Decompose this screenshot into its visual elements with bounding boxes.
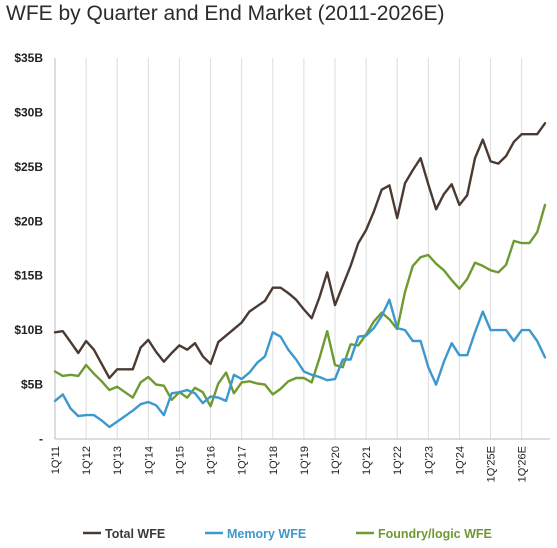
legend-label: Total WFE: [105, 527, 165, 541]
x-tick-label: 1Q'23: [423, 446, 435, 475]
legend: Total WFE Memory WFE Foundry/logic WFE: [83, 527, 492, 541]
x-tick-label: 1Q'14: [143, 446, 155, 475]
x-tick-labels: 1Q'11 1Q'12 1Q'13 1Q'14 1Q'15 1Q'16 1Q'17 1Q'18…: [50, 446, 529, 482]
series-line-foundry-logic-wfe: [53, 203, 547, 408]
y-tick-label: $30B: [14, 105, 43, 119]
chart-title: WFE by Quarter and End Market (2011-2026…: [6, 2, 445, 25]
x-tick-label: 1Q'13: [112, 446, 124, 475]
series-line-memory-wfe: [53, 298, 547, 429]
x-tick-label: 1Q'12: [81, 446, 93, 475]
x-tick-label: 1Q'17: [237, 446, 249, 475]
x-tick-label: 1Q'21: [361, 446, 373, 475]
x-tick-label: 1Q'24: [454, 446, 466, 475]
x-tick-label: 1Q'11: [50, 446, 62, 474]
y-tick-label: $35B: [14, 51, 43, 65]
y-tick-label: -: [39, 432, 43, 446]
x-tick-label: 1Q'16: [206, 446, 218, 475]
series-line-total-wfe: [53, 122, 547, 380]
y-tick-label: $5B: [21, 378, 43, 392]
x-tick-label: 1Q'25E: [486, 446, 498, 482]
y-tick-label: $10B: [14, 323, 43, 337]
x-tick-label: 1Q'26E: [517, 446, 529, 482]
x-tick-label: 1Q'20: [330, 446, 342, 475]
legend-label: Foundry/logic WFE: [378, 527, 492, 541]
grid-lines: [54, 58, 523, 439]
y-tick-label: $25B: [14, 160, 43, 174]
axes: [54, 58, 550, 440]
y-tick-label: $15B: [14, 269, 43, 283]
x-tick-label: 1Q'22: [392, 446, 404, 475]
legend-label: Memory WFE: [227, 527, 306, 541]
x-tick-label: 1Q'19: [299, 446, 311, 475]
x-tick-label: 1Q'18: [268, 446, 280, 475]
y-tick-labels: - $5B $10B $15B $20B $25B $30B $35B: [14, 51, 43, 446]
y-tick-label: $20B: [14, 214, 43, 228]
series-lines: [53, 122, 547, 429]
x-tick-label: 1Q'15: [174, 446, 186, 475]
